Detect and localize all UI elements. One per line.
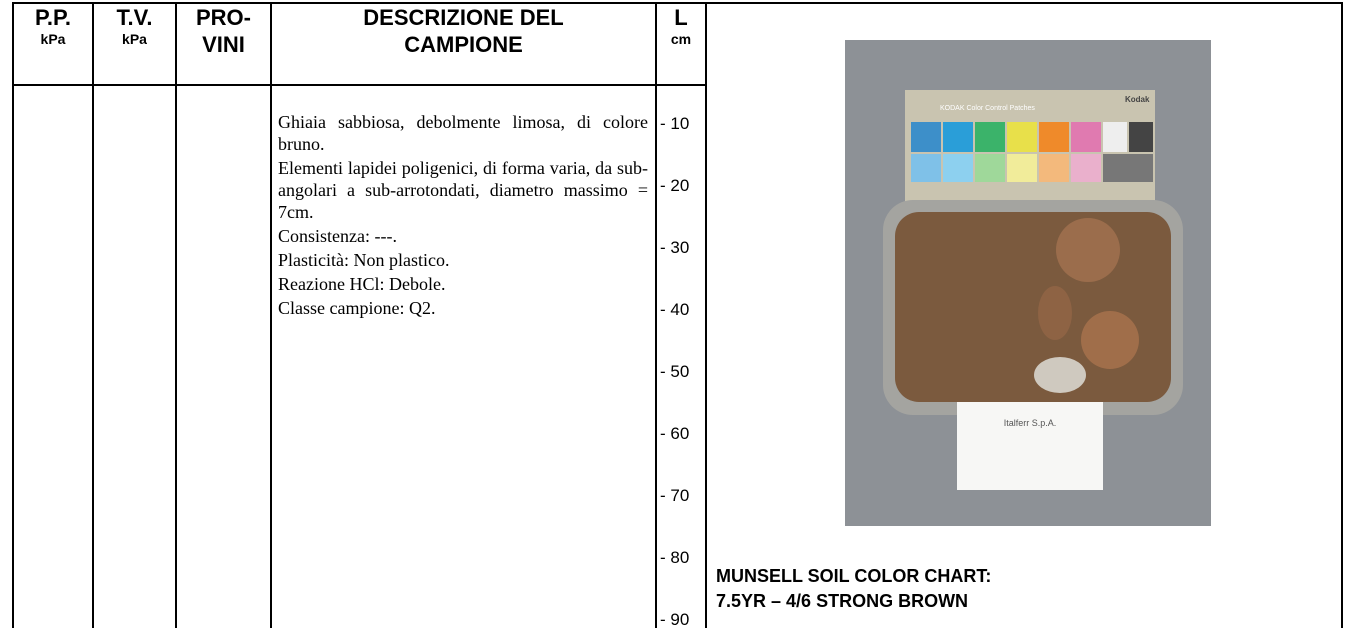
depth-label: - 20 (660, 176, 690, 195)
header-unit: kPa (40, 31, 66, 47)
header-title: T.V. (116, 5, 153, 30)
header-cell: PRO- VINI (177, 6, 270, 60)
header-unit: VINI (202, 32, 245, 57)
stone (1034, 357, 1086, 393)
header-border (12, 84, 706, 86)
depth-label: - 50 (660, 362, 690, 381)
col-border (655, 2, 657, 628)
description-line: Ghiaia sabbiosa, debolmente limosa, di c… (278, 112, 648, 154)
card-brand: Kodak (1125, 95, 1150, 104)
depth-label: - 10 (660, 114, 690, 133)
col-border (705, 2, 707, 628)
col-border (270, 2, 272, 628)
description-line: Consistenza: ---. (278, 226, 397, 246)
color-patches (911, 122, 1153, 182)
description-line: Reazione HCl: Debole. (278, 274, 446, 294)
depth-label: - 80 (660, 548, 690, 567)
depth-label: - 40 (660, 300, 690, 319)
depth-label: - 30 (660, 238, 690, 257)
depth-label: - 70 (660, 486, 690, 505)
header-cell: DESCRIZIONE DEL CAMPIONE (272, 6, 655, 60)
header-unit: kPa (122, 31, 147, 47)
header-title: L (674, 5, 688, 30)
col-border (92, 2, 94, 628)
col-border (1341, 2, 1343, 628)
soil (895, 212, 1171, 402)
sample-label-text: Italferr S.p.A. (1004, 418, 1057, 428)
top-border (12, 2, 1343, 4)
header-cell: P.P. kPa (14, 6, 92, 48)
header-title: P.P. (35, 5, 71, 30)
description-line: Elementi lapidei poligenici, di forma va… (278, 158, 648, 222)
description-line: Classe campione: Q2. (278, 298, 436, 318)
header-unit: CAMPIONE (404, 32, 523, 57)
sample-photo: KODAK Color Control Patches Kodak Italfe… (845, 40, 1211, 526)
depth-label: - 90 (660, 610, 690, 629)
munsell-line: 7.5YR – 4/6 STRONG BROWN (716, 591, 969, 611)
munsell-line: MUNSELL SOIL COLOR CHART: (716, 566, 992, 586)
description: Ghiaia sabbiosa, debolmente limosa, di c… (278, 111, 648, 321)
col-border (12, 2, 14, 628)
depth-label: - 60 (660, 424, 690, 443)
header-title: DESCRIZIONE DEL (363, 5, 564, 30)
header-cell: T.V. kPa (94, 6, 175, 48)
col-border (175, 2, 177, 628)
stone (1081, 311, 1139, 369)
sample-label (957, 402, 1103, 490)
card-title: KODAK Color Control Patches (940, 105, 1035, 112)
stone (1056, 218, 1120, 282)
header-unit: cm (670, 31, 692, 47)
stone (1038, 286, 1072, 340)
description-line: Plasticità: Non plastico. (278, 250, 450, 270)
header-title: PRO- (196, 5, 251, 30)
